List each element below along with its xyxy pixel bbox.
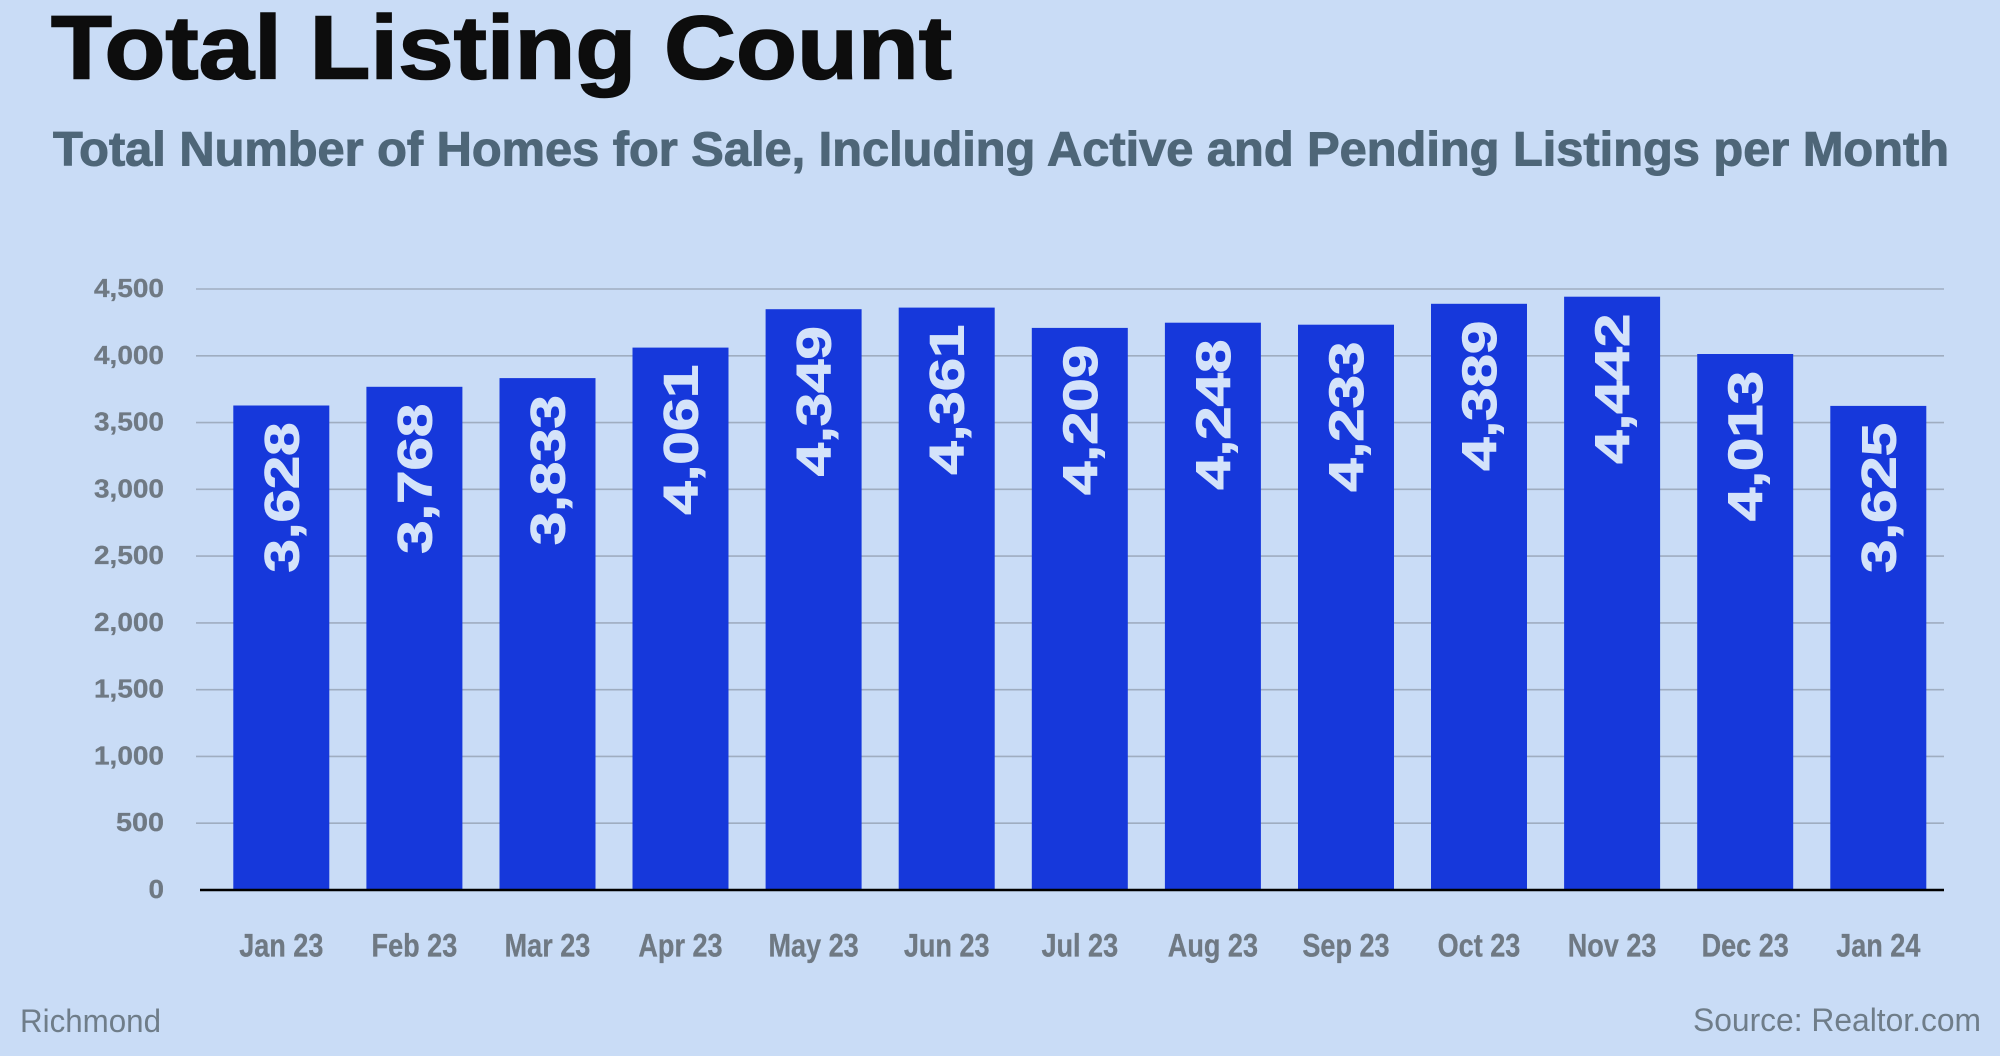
svg-text:4,013: 4,013: [1720, 371, 1773, 521]
svg-text:3,628: 3,628: [256, 423, 309, 573]
svg-text:Jan 23: Jan 23: [239, 927, 323, 963]
svg-text:4,061: 4,061: [656, 365, 709, 515]
svg-text:3,000: 3,000: [94, 473, 164, 503]
svg-text:Apr 23: Apr 23: [638, 927, 722, 963]
svg-text:4,349: 4,349: [789, 326, 842, 476]
svg-text:Source: Realtor.com: Source: Realtor.com: [1693, 1002, 1981, 1038]
svg-text:0: 0: [149, 874, 165, 904]
svg-text:500: 500: [116, 807, 164, 837]
svg-text:4,233: 4,233: [1321, 342, 1374, 492]
svg-text:Jun 23: Jun 23: [904, 927, 990, 963]
svg-text:4,209: 4,209: [1055, 345, 1108, 495]
svg-text:Dec 23: Dec 23: [1702, 927, 1789, 963]
svg-text:1,000: 1,000: [94, 740, 164, 770]
svg-text:4,000: 4,000: [94, 340, 164, 370]
svg-text:3,625: 3,625: [1853, 423, 1906, 573]
svg-text:Total Listing Count: Total Listing Count: [51, 0, 952, 99]
svg-text:2,000: 2,000: [94, 607, 164, 637]
svg-text:Nov 23: Nov 23: [1568, 927, 1657, 963]
svg-text:4,361: 4,361: [922, 325, 975, 475]
svg-text:4,248: 4,248: [1188, 340, 1241, 490]
svg-text:4,500: 4,500: [94, 273, 164, 303]
svg-text:May 23: May 23: [769, 927, 859, 963]
svg-text:3,768: 3,768: [389, 404, 442, 554]
svg-text:Mar 23: Mar 23: [505, 927, 591, 963]
svg-text:Jan 24: Jan 24: [1836, 927, 1920, 963]
svg-text:4,389: 4,389: [1454, 321, 1507, 471]
svg-text:Aug 23: Aug 23: [1168, 927, 1258, 963]
svg-text:Oct 23: Oct 23: [1438, 927, 1521, 963]
svg-text:4,442: 4,442: [1587, 314, 1640, 464]
svg-text:Total Number of Homes for Sale: Total Number of Homes for Sale, Includin…: [53, 124, 1949, 177]
svg-text:Feb 23: Feb 23: [372, 927, 458, 963]
svg-text:Jul 23: Jul 23: [1041, 927, 1118, 963]
svg-text:3,500: 3,500: [94, 407, 164, 437]
svg-text:Sep 23: Sep 23: [1302, 927, 1389, 963]
svg-text:2,500: 2,500: [94, 540, 164, 570]
svg-text:3,833: 3,833: [523, 395, 576, 545]
svg-text:Richmond: Richmond: [20, 1003, 161, 1039]
svg-text:1,500: 1,500: [94, 674, 164, 704]
